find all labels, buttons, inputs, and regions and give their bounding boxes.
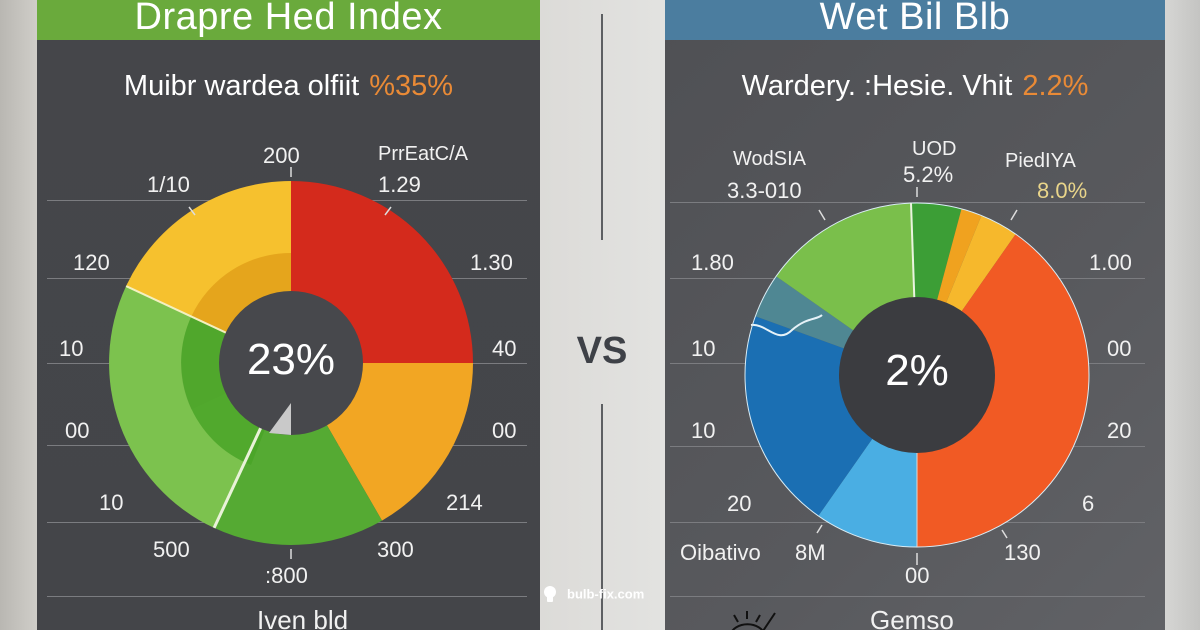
left-footer-label: Iven bld: [257, 605, 349, 630]
right-center-value: 2%: [885, 346, 949, 395]
right-panel: Wet Bil Blb Wardery. :Hesie. Vhit 2.2%: [665, 0, 1165, 630]
label-right-1: 1.30: [470, 250, 513, 275]
right-panel-subtitle: Wardery. :Hesie. Vhit 2.2%: [665, 70, 1165, 103]
label-top-value: 5.2%: [903, 162, 954, 187]
watermark-text: bulb-fix.com: [567, 586, 645, 602]
divider-line-bottom: [601, 404, 603, 630]
right-subtitle-pct: 2.2%: [1022, 70, 1089, 102]
left-panel: Drapre Hed Index Muibr wardea olfiit %35%: [37, 0, 540, 630]
label-top-left-value: 3.3-010: [727, 178, 802, 203]
divider-line-top: [601, 14, 603, 240]
label-bottom-left: 500: [153, 537, 190, 562]
segment-green: [214, 363, 382, 545]
gridline: [670, 202, 1145, 203]
pointer-icon: [269, 403, 291, 435]
label-top-left: 1/10: [147, 172, 190, 197]
label-left-2: 10: [59, 336, 84, 361]
left-panel-subtitle: Muibr wardea olfiit %35%: [37, 70, 540, 103]
label-left-1: 120: [73, 250, 110, 275]
left-panel-title: Drapre Hed Index: [37, 0, 540, 40]
vs-label: VS: [576, 330, 628, 372]
label-right-2: 40: [492, 336, 517, 361]
left-donut-chart: [109, 167, 473, 559]
left-center-value: 23%: [246, 335, 336, 384]
gridline: [47, 596, 527, 597]
gridline: [670, 596, 1145, 597]
watermark: bulb-fix.com: [543, 586, 644, 604]
label-left-3: 10: [691, 418, 716, 443]
label-right-3: 00: [492, 418, 517, 443]
label-right-1: 1.00: [1089, 250, 1132, 275]
label-left-4: 10: [99, 490, 124, 515]
label-top: 200: [263, 143, 300, 168]
segment-red-orange: [917, 234, 1090, 548]
label-left-3: 00: [65, 418, 90, 443]
donut-hole: [839, 297, 995, 453]
right-footer-label: Gemso: [870, 605, 954, 630]
label-bottom-right: 130: [1004, 540, 1041, 565]
label-left-4: 20: [727, 491, 752, 516]
label-bottom-left-value: 8M: [795, 540, 826, 565]
right-subtitle-text: Wardery. :Hesie. Vhit: [741, 70, 1013, 102]
label-top-left-name: WodSIA: [733, 148, 806, 170]
label-right-3: 20: [1107, 418, 1132, 443]
label-top-right-value: 1.29: [378, 172, 421, 197]
label-top-name: UOD: [912, 138, 957, 160]
left-subtitle-pct: %35%: [369, 70, 454, 102]
label-bottom: :800: [265, 563, 308, 588]
label-top-right-name: PiedIYA: [1005, 150, 1076, 172]
right-panel-title: Wet Bil Blb: [665, 0, 1165, 40]
label-bottom-left-name: Oibativo: [680, 540, 761, 565]
lightbulb-icon: [544, 586, 556, 602]
label-right-4: 6: [1082, 491, 1095, 516]
label-right-2: 00: [1107, 336, 1132, 361]
left-subtitle-text: Muibr wardea olfiit: [123, 70, 360, 102]
label-top-right-name: PrrEatC/A: [378, 143, 469, 165]
sun-sketch-icon: [731, 611, 776, 630]
label-left-2: 10: [691, 336, 716, 361]
label-right-4: 214: [446, 490, 483, 515]
label-bottom-right: 300: [377, 537, 414, 562]
right-donut-chart: [744, 187, 1090, 565]
label-left-1: 1.80: [691, 250, 734, 275]
label-bottom: 00: [905, 563, 930, 588]
label-top-right-value: 8.0%: [1037, 178, 1088, 203]
donut-hole: [219, 291, 363, 435]
